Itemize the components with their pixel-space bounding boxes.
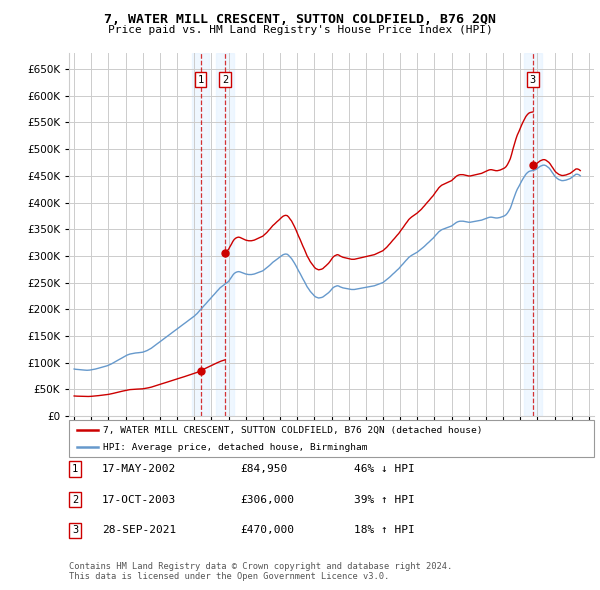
Text: £470,000: £470,000 — [240, 526, 294, 535]
Text: 1: 1 — [197, 75, 204, 85]
Text: 1: 1 — [72, 464, 78, 474]
Text: HPI: Average price, detached house, Birmingham: HPI: Average price, detached house, Birm… — [103, 442, 368, 452]
Text: 18% ↑ HPI: 18% ↑ HPI — [354, 526, 415, 535]
Text: 7, WATER MILL CRESCENT, SUTTON COLDFIELD, B76 2QN (detached house): 7, WATER MILL CRESCENT, SUTTON COLDFIELD… — [103, 425, 482, 435]
Text: £306,000: £306,000 — [240, 495, 294, 504]
Text: 28-SEP-2021: 28-SEP-2021 — [102, 526, 176, 535]
Text: £84,950: £84,950 — [240, 464, 287, 474]
Text: 46% ↓ HPI: 46% ↓ HPI — [354, 464, 415, 474]
Bar — [524, 53, 542, 416]
Bar — [192, 53, 209, 416]
Text: 3: 3 — [530, 75, 536, 85]
Text: 2: 2 — [222, 75, 228, 85]
Text: This data is licensed under the Open Government Licence v3.0.: This data is licensed under the Open Gov… — [69, 572, 389, 581]
Text: 39% ↑ HPI: 39% ↑ HPI — [354, 495, 415, 504]
Text: 3: 3 — [72, 526, 78, 535]
Bar — [217, 53, 233, 416]
Text: 17-OCT-2003: 17-OCT-2003 — [102, 495, 176, 504]
Text: 7, WATER MILL CRESCENT, SUTTON COLDFIELD, B76 2QN: 7, WATER MILL CRESCENT, SUTTON COLDFIELD… — [104, 13, 496, 26]
Text: Contains HM Land Registry data © Crown copyright and database right 2024.: Contains HM Land Registry data © Crown c… — [69, 562, 452, 571]
Text: 17-MAY-2002: 17-MAY-2002 — [102, 464, 176, 474]
Text: 2: 2 — [72, 495, 78, 504]
Text: Price paid vs. HM Land Registry's House Price Index (HPI): Price paid vs. HM Land Registry's House … — [107, 25, 493, 35]
